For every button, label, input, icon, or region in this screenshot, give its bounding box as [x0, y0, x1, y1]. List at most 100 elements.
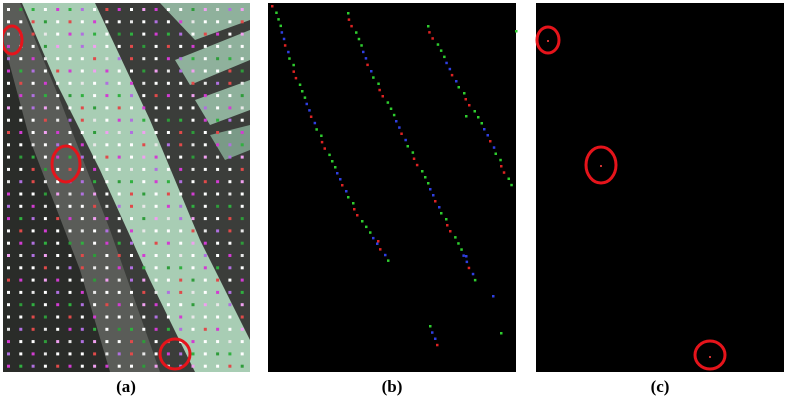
pixel-dot	[142, 143, 146, 147]
pixel-dot	[216, 20, 220, 24]
pixel-dot	[130, 278, 133, 282]
pixel-dot	[117, 81, 121, 85]
pixel-dot	[424, 176, 427, 179]
pixel-dot	[56, 8, 60, 11]
pixel-dot	[19, 69, 23, 73]
pixel-dot	[56, 266, 60, 270]
pixel-dot	[294, 76, 298, 80]
pixel-dot	[80, 180, 84, 184]
pixel-dot	[105, 204, 109, 208]
pixel-dot	[203, 303, 207, 307]
pixel-dot	[191, 131, 195, 134]
pixel-dot	[457, 242, 460, 245]
pixel-dot	[191, 192, 195, 196]
pixel-dot	[361, 220, 364, 223]
pixel-dot	[347, 196, 350, 199]
pixel-dot	[203, 340, 207, 344]
pixel-dot	[191, 290, 195, 294]
highlight-circle	[3, 24, 24, 56]
pixel-dot	[203, 44, 207, 48]
pixel-dot	[130, 204, 133, 208]
pixel-dot	[154, 167, 158, 171]
pixel-dot	[93, 118, 97, 122]
pixel-dot	[19, 266, 23, 270]
pixel-dot	[203, 315, 207, 319]
pixel-dot	[105, 327, 109, 331]
pixel-dot	[240, 69, 244, 73]
pixel-dot	[499, 158, 502, 162]
pixel-dot	[142, 106, 146, 110]
pixel-dot	[240, 192, 244, 196]
pixel-dot	[117, 364, 121, 368]
pixel-dot	[228, 303, 232, 307]
pixel-dot	[130, 290, 133, 294]
pixel-dot	[166, 118, 170, 122]
pixel-dot	[56, 254, 60, 257]
pixel-dot	[166, 217, 170, 221]
pixel-dot	[68, 303, 72, 307]
pixel-dot	[31, 204, 35, 208]
pixel-dot	[68, 217, 72, 221]
pixel-dot	[415, 163, 419, 167]
pixel-dot	[315, 128, 318, 131]
pixel-dot	[19, 180, 23, 184]
pixel-dot	[179, 254, 183, 257]
pixel-dot	[191, 44, 195, 48]
pixel-dot	[449, 230, 452, 233]
pixel-dot	[179, 106, 183, 110]
pixel-dot	[387, 259, 390, 262]
pixel-dot	[154, 217, 158, 221]
pixel-dot	[31, 131, 35, 134]
pixel-dot	[130, 94, 133, 98]
pixel-dot	[130, 69, 133, 73]
pixel-dot	[56, 327, 60, 331]
pixel-dot	[240, 290, 244, 294]
pixel-dot	[105, 266, 109, 270]
pixel-dot	[56, 69, 60, 73]
pixel-dot	[93, 241, 97, 245]
pixel-dot	[68, 167, 72, 171]
pixel-dot	[7, 106, 10, 110]
pixel-dot	[191, 32, 195, 36]
pixel-dot	[191, 94, 195, 98]
pixel-dot	[117, 254, 121, 257]
pixel-dots	[271, 5, 518, 347]
pixel-dot	[105, 131, 109, 134]
pixel-dot	[142, 327, 146, 331]
pixel-dot	[31, 118, 35, 122]
pixel-dot	[56, 278, 60, 282]
pixel-dot	[331, 160, 334, 163]
pixel-dot	[142, 340, 146, 344]
pixel-dot	[228, 57, 232, 61]
pixel-dot	[179, 44, 183, 48]
pixel-dot	[19, 303, 23, 307]
pixel-dot	[240, 278, 244, 282]
pixel-dot	[203, 192, 207, 196]
pixel-dot	[191, 143, 195, 147]
pixel-dot	[68, 192, 72, 196]
panel-a	[3, 3, 250, 372]
pixel-dot	[117, 167, 121, 171]
pixel-dot	[179, 327, 183, 331]
pixel-dot	[400, 132, 403, 135]
pixel-dot	[240, 204, 244, 208]
pixel-dot	[93, 217, 97, 221]
pixel-dot	[292, 63, 295, 67]
pixel-dot	[31, 180, 35, 184]
highlight-circle	[584, 145, 618, 185]
pixel-dot	[117, 57, 121, 61]
pixel-dot	[352, 202, 355, 205]
pixel-dot	[68, 143, 72, 147]
pixel-dot	[287, 50, 290, 54]
pixel-dot	[288, 57, 291, 60]
pixel-dot	[154, 20, 158, 24]
pixel-dot	[203, 180, 207, 184]
pixel-dot	[130, 192, 133, 196]
pixel-dot	[56, 364, 60, 368]
pixel-dot	[228, 229, 232, 233]
pixel-dot	[93, 278, 97, 282]
pixel-dot	[240, 143, 244, 147]
pixel-dot	[179, 167, 183, 171]
pixel-dot	[56, 340, 60, 344]
